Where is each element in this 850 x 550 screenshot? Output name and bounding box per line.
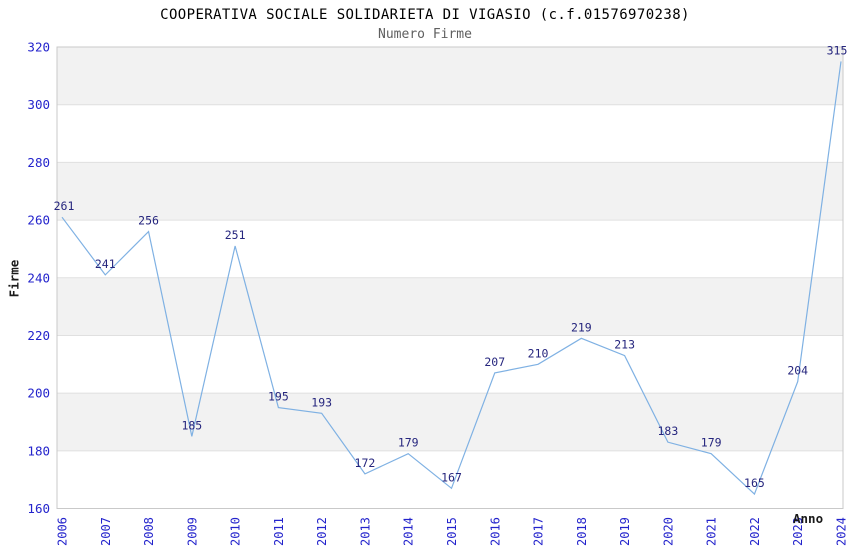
grid-band (57, 393, 843, 451)
grid-band (57, 450, 843, 509)
grid-band (57, 277, 843, 336)
x-tick-label: 2006 (56, 517, 70, 546)
point-label: 183 (657, 424, 678, 438)
x-tick-label: 2023 (791, 517, 805, 546)
chart-title: COOPERATIVA SOCIALE SOLIDARIETA DI VIGAS… (160, 7, 690, 23)
grid-band (57, 162, 843, 221)
x-tick-label: 2018 (575, 517, 589, 546)
x-tick-label: 2010 (229, 517, 243, 546)
point-label: 167 (441, 470, 462, 484)
point-label: 210 (528, 346, 549, 360)
point-label: 185 (181, 418, 202, 432)
chart-subtitle: Numero Firme (378, 27, 472, 42)
x-tick-label: 2007 (99, 517, 113, 546)
point-label: 179 (701, 436, 722, 450)
y-tick-label: 300 (27, 97, 50, 112)
x-tick-label: 2009 (185, 517, 199, 546)
point-label: 165 (744, 476, 765, 490)
data-line (61, 61, 842, 496)
x-tick-label: 2014 (402, 517, 416, 546)
point-label: 219 (571, 320, 592, 334)
x-tick-label: 2016 (488, 517, 502, 546)
y-tick-label: 180 (27, 443, 50, 458)
x-tick-label: 2008 (142, 517, 156, 546)
x-tick-label: 2021 (705, 517, 719, 546)
x-tick-label: 2013 (358, 517, 372, 546)
y-tick-label: 220 (27, 328, 50, 343)
point-label: 193 (311, 395, 332, 409)
grid-band (57, 47, 843, 105)
x-axis-title: Anno (793, 511, 824, 526)
point-label: 195 (268, 390, 289, 404)
y-tick-label: 320 (27, 40, 50, 55)
x-tick-label: 2022 (748, 517, 762, 546)
y-tick-label: 260 (27, 213, 50, 228)
point-label: 213 (614, 338, 635, 352)
x-tick-label: 2015 (445, 517, 459, 546)
point-label: 172 (355, 456, 376, 470)
point-label: 179 (398, 436, 419, 450)
x-tick-label: 2017 (532, 517, 546, 546)
y-tick-label: 200 (27, 386, 50, 401)
x-tick-label: 2019 (618, 517, 632, 546)
y-tick-label: 160 (27, 501, 50, 516)
point-label: 251 (225, 228, 246, 242)
point-label: 261 (54, 199, 75, 213)
grid-band (57, 104, 843, 163)
x-tick-label: 2011 (272, 517, 286, 546)
x-tick-label: 2012 (315, 517, 329, 546)
x-tick-label: 2024 (835, 517, 849, 546)
point-label: 256 (138, 214, 159, 228)
grid-band (57, 335, 843, 394)
point-label: 207 (484, 355, 505, 369)
y-tick-label: 280 (27, 155, 50, 170)
plot-border (56, 46, 844, 509)
point-label: 241 (95, 257, 116, 271)
point-label: 315 (827, 43, 848, 57)
y-tick-label: 240 (27, 270, 50, 285)
grid-band (57, 220, 843, 278)
x-tick-label: 2020 (661, 517, 675, 546)
point-label: 204 (787, 364, 808, 378)
